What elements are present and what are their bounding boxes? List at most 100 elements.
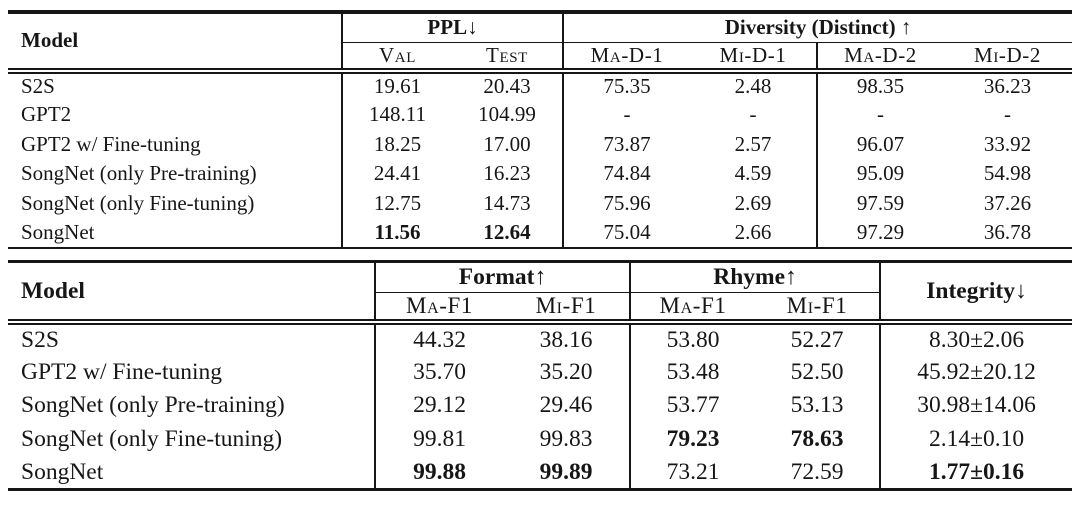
value-cell: 20.43 <box>452 70 565 100</box>
value-cell: 14.73 <box>452 188 565 218</box>
format-rhyme-integrity-table: Model Format↑ Rhyme↑ Integrity↓ Ma-F1 Mi… <box>8 260 1073 491</box>
value-cell: 79.23 <box>666 425 720 452</box>
value-cell: 29.46 <box>503 389 631 423</box>
value-cell: 1.77±0.16 <box>928 458 1025 485</box>
value-cell: 99.83 <box>503 422 631 456</box>
value-cell: 73.21 <box>666 458 720 485</box>
value-cell: 53.77 <box>666 392 720 419</box>
column-header-model: Model <box>8 261 376 325</box>
value-cell: 97.59 <box>856 190 905 215</box>
table-row: SongNet (only Pre-training) 29.12 29.46 53.… <box>8 389 1072 423</box>
value-cell: 16.23 <box>452 159 565 189</box>
model-name-cell: S2S <box>8 322 376 356</box>
value-cell: 52.50 <box>755 355 882 389</box>
value-cell: 45.92±20.12 <box>917 358 1036 385</box>
table-row: GPT2 148.11 104.99 - - - - <box>8 100 1072 130</box>
value-cell: 2.48 <box>690 70 819 100</box>
value-cell: 29.12 <box>413 392 466 419</box>
model-name-cell: GPT2 <box>8 100 343 130</box>
value-cell: 75.04 <box>603 219 651 244</box>
column-header-ma-d-2: Ma-D-2 <box>817 42 944 74</box>
column-header-rhyme-ma-f1: Ma-F1 <box>630 292 755 325</box>
value-cell: 2.57 <box>690 129 819 159</box>
column-header-test: Test <box>452 42 565 74</box>
format-rhyme-table-body: S2S 44.32 38.16 53.80 52.27 8.30±2.06 GPT2 w/ … <box>8 322 1072 490</box>
value-cell: 95.09 <box>856 161 905 186</box>
value-cell: 98.35 <box>856 74 905 99</box>
value-cell: 75.96 <box>603 190 651 215</box>
column-header-rhyme-mi-f1: Mi-F1 <box>755 292 882 325</box>
value-cell: 12.75 <box>373 190 422 215</box>
value-cell: 96.07 <box>856 131 905 156</box>
value-cell: 4.59 <box>690 159 819 189</box>
value-cell: 37.26 <box>983 190 1032 215</box>
value-cell: 148.11 <box>369 102 426 127</box>
model-name-cell: SongNet (only Pre-training) <box>8 159 343 189</box>
table-row: SongNet (only Pre-training) 24.41 16.23 74.… <box>8 159 1072 189</box>
model-name-cell: SongNet <box>8 456 376 490</box>
value-cell: 35.70 <box>413 358 466 385</box>
value-cell: 8.30±2.06 <box>928 326 1025 353</box>
column-header-format-ma-f1: Ma-F1 <box>375 292 503 325</box>
value-cell: 54.98 <box>983 161 1032 186</box>
value-cell: - <box>623 102 631 127</box>
value-cell: 17.00 <box>452 129 565 159</box>
table-row: SongNet (only Fine-tuning) 99.81 99.83 79.2… <box>8 422 1072 456</box>
value-cell: 2.66 <box>690 218 819 248</box>
table-row: S2S 19.61 20.43 75.35 2.48 98.35 36.23 <box>8 70 1072 100</box>
column-group-rhyme: Rhyme↑ <box>630 261 882 293</box>
column-header-val: Val <box>342 42 452 74</box>
value-cell: 53.80 <box>666 326 720 353</box>
value-cell: 44.32 <box>413 326 466 353</box>
column-group-ppl: PPL↓ <box>342 12 565 43</box>
value-cell: 11.56 <box>374 219 421 244</box>
ppl-diversity-table-body: S2S 19.61 20.43 75.35 2.48 98.35 36.23 GPT2 148.… <box>8 70 1072 248</box>
value-cell: 99.81 <box>413 425 466 452</box>
model-name-cell: SongNet (only Fine-tuning) <box>8 422 376 456</box>
value-cell: 78.63 <box>755 422 882 456</box>
value-cell: 18.25 <box>373 131 422 156</box>
column-header-format-mi-f1: Mi-F1 <box>503 292 631 325</box>
table-row: SongNet (only Fine-tuning) 12.75 14.73 75.9… <box>8 188 1072 218</box>
group-header-row: Model PPL↓ Diversity (Distinct) ↑ <box>8 12 1073 74</box>
column-header-model: Model <box>8 12 343 74</box>
table-row: S2S 44.32 38.16 53.80 52.27 8.30±2.06 <box>8 322 1072 356</box>
column-group-format: Format↑ <box>375 261 631 293</box>
value-cell: 30.98±14.06 <box>917 392 1036 419</box>
column-group-diversity: Diversity (Distinct) ↑ <box>563 12 1073 43</box>
value-cell: 72.59 <box>755 456 882 490</box>
value-cell: - <box>1004 102 1012 127</box>
column-header-integrity: Integrity↓ <box>880 261 1073 325</box>
table-row: GPT2 w/ Fine-tuning 35.70 35.20 53.48 52.50 4… <box>8 355 1072 389</box>
value-cell: - <box>877 102 885 127</box>
value-cell: 53.13 <box>755 389 882 423</box>
value-cell: 2.14±0.10 <box>928 425 1025 452</box>
value-cell: 53.48 <box>666 358 720 385</box>
ppl-diversity-table: Model PPL↓ Diversity (Distinct) ↑ Val Te… <box>8 10 1073 249</box>
value-cell: 36.23 <box>983 74 1032 99</box>
value-cell: 73.87 <box>603 131 651 156</box>
model-name-cell: GPT2 w/ Fine-tuning <box>8 355 376 389</box>
value-cell: 99.89 <box>503 456 631 490</box>
subheader-row: Val Test Ma-D-1 Mi-D-1 Ma-D-2 Mi-D-2 <box>8 42 1073 74</box>
value-cell: 97.29 <box>856 219 905 244</box>
table-row: GPT2 w/ Fine-tuning 18.25 17.00 73.87 2.57 96… <box>8 129 1072 159</box>
value-cell: 24.41 <box>373 161 422 186</box>
value-cell: 36.78 <box>983 219 1032 244</box>
value-cell: 19.61 <box>373 74 422 99</box>
value-cell: 52.27 <box>755 322 882 356</box>
subheader-row: Ma-F1 Mi-F1 Ma-F1 Mi-F1 <box>8 292 1072 325</box>
value-cell: - <box>690 100 819 130</box>
table-row: SongNet 99.88 99.89 73.21 72.59 1.77±0.16 <box>8 456 1072 490</box>
group-header-row: Model Format↑ Rhyme↑ Integrity↓ <box>8 261 1073 325</box>
column-header-mi-d-1: Mi-D-1 <box>690 42 819 74</box>
column-header-ma-d-1: Ma-D-1 <box>563 42 691 74</box>
column-header-mi-d-2: Mi-D-2 <box>943 42 1073 74</box>
model-name-cell: SongNet (only Pre-training) <box>8 389 376 423</box>
value-cell: 38.16 <box>503 322 631 356</box>
value-cell: 104.99 <box>452 100 565 130</box>
model-name-cell: GPT2 w/ Fine-tuning <box>8 129 343 159</box>
value-cell: 35.20 <box>503 355 631 389</box>
value-cell: 74.84 <box>603 161 651 186</box>
model-name-cell: SongNet (only Fine-tuning) <box>8 188 343 218</box>
